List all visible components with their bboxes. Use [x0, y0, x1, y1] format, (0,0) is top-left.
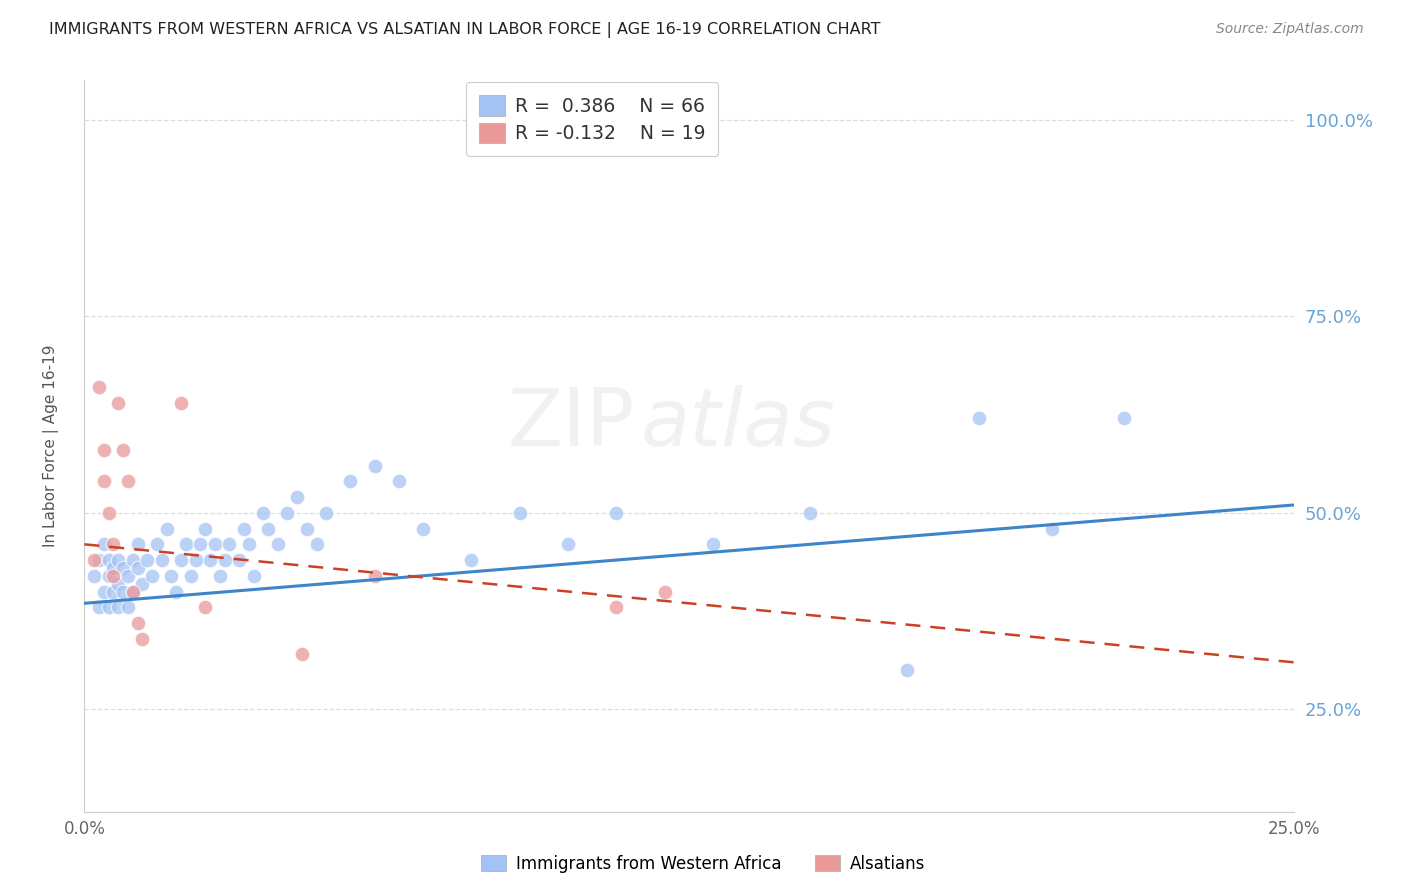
Legend: R =  0.386    N = 66, R = -0.132    N = 19: R = 0.386 N = 66, R = -0.132 N = 19	[465, 82, 718, 156]
Point	[83, 568, 105, 582]
Legend: Immigrants from Western Africa, Alsatians: Immigrants from Western Africa, Alsatian…	[474, 848, 932, 880]
Point	[146, 537, 169, 551]
Point	[605, 506, 627, 520]
Point	[180, 568, 202, 582]
Point	[87, 600, 110, 615]
Point	[112, 442, 135, 457]
Point	[509, 506, 531, 520]
Point	[83, 553, 105, 567]
Point	[276, 506, 298, 520]
Point	[242, 568, 264, 582]
Point	[305, 537, 328, 551]
Point	[412, 522, 434, 536]
Point	[208, 568, 231, 582]
Point	[1114, 411, 1136, 425]
Point	[141, 568, 163, 582]
Point	[107, 576, 129, 591]
Point	[112, 584, 135, 599]
Point	[605, 600, 627, 615]
Point	[198, 553, 221, 567]
Point	[127, 561, 149, 575]
Point	[155, 522, 177, 536]
Point	[131, 576, 153, 591]
Point	[315, 506, 337, 520]
Point	[87, 380, 110, 394]
Point	[93, 475, 115, 489]
Point	[87, 553, 110, 567]
Y-axis label: In Labor Force | Age 16-19: In Labor Force | Age 16-19	[44, 344, 59, 548]
Point	[93, 584, 115, 599]
Point	[160, 568, 183, 582]
Point	[170, 396, 193, 410]
Text: ZIP: ZIP	[508, 385, 634, 463]
Point	[339, 475, 361, 489]
Point	[131, 632, 153, 646]
Point	[654, 584, 676, 599]
Point	[170, 553, 193, 567]
Point	[218, 537, 240, 551]
Point	[103, 584, 125, 599]
Point	[97, 506, 120, 520]
Point	[103, 561, 125, 575]
Point	[107, 600, 129, 615]
Point	[295, 522, 318, 536]
Point	[252, 506, 274, 520]
Point	[460, 553, 482, 567]
Point	[363, 458, 385, 473]
Point	[557, 537, 579, 551]
Point	[267, 537, 290, 551]
Point	[121, 584, 143, 599]
Point	[117, 600, 139, 615]
Point	[214, 553, 236, 567]
Text: IMMIGRANTS FROM WESTERN AFRICA VS ALSATIAN IN LABOR FORCE | AGE 16-19 CORRELATIO: IMMIGRANTS FROM WESTERN AFRICA VS ALSATI…	[49, 22, 880, 38]
Point	[204, 537, 226, 551]
Point	[93, 537, 115, 551]
Point	[228, 553, 250, 567]
Point	[194, 600, 217, 615]
Point	[291, 648, 314, 662]
Point	[238, 537, 260, 551]
Point	[127, 615, 149, 630]
Point	[165, 584, 187, 599]
Point	[97, 568, 120, 582]
Point	[121, 584, 143, 599]
Point	[103, 537, 125, 551]
Point	[174, 537, 197, 551]
Point	[117, 475, 139, 489]
Point	[799, 506, 821, 520]
Point	[107, 553, 129, 567]
Point	[112, 561, 135, 575]
Point	[388, 475, 411, 489]
Point	[896, 663, 918, 677]
Point	[117, 568, 139, 582]
Point	[107, 396, 129, 410]
Point	[190, 537, 212, 551]
Point	[93, 442, 115, 457]
Point	[257, 522, 280, 536]
Point	[1040, 522, 1063, 536]
Point	[97, 600, 120, 615]
Point	[702, 537, 724, 551]
Point	[363, 568, 385, 582]
Point	[136, 553, 159, 567]
Point	[150, 553, 173, 567]
Point	[121, 553, 143, 567]
Point	[127, 537, 149, 551]
Point	[967, 411, 990, 425]
Point	[194, 522, 217, 536]
Point	[184, 553, 207, 567]
Text: atlas: atlas	[641, 385, 835, 463]
Point	[97, 553, 120, 567]
Point	[103, 568, 125, 582]
Point	[285, 490, 308, 504]
Text: Source: ZipAtlas.com: Source: ZipAtlas.com	[1216, 22, 1364, 37]
Point	[233, 522, 256, 536]
